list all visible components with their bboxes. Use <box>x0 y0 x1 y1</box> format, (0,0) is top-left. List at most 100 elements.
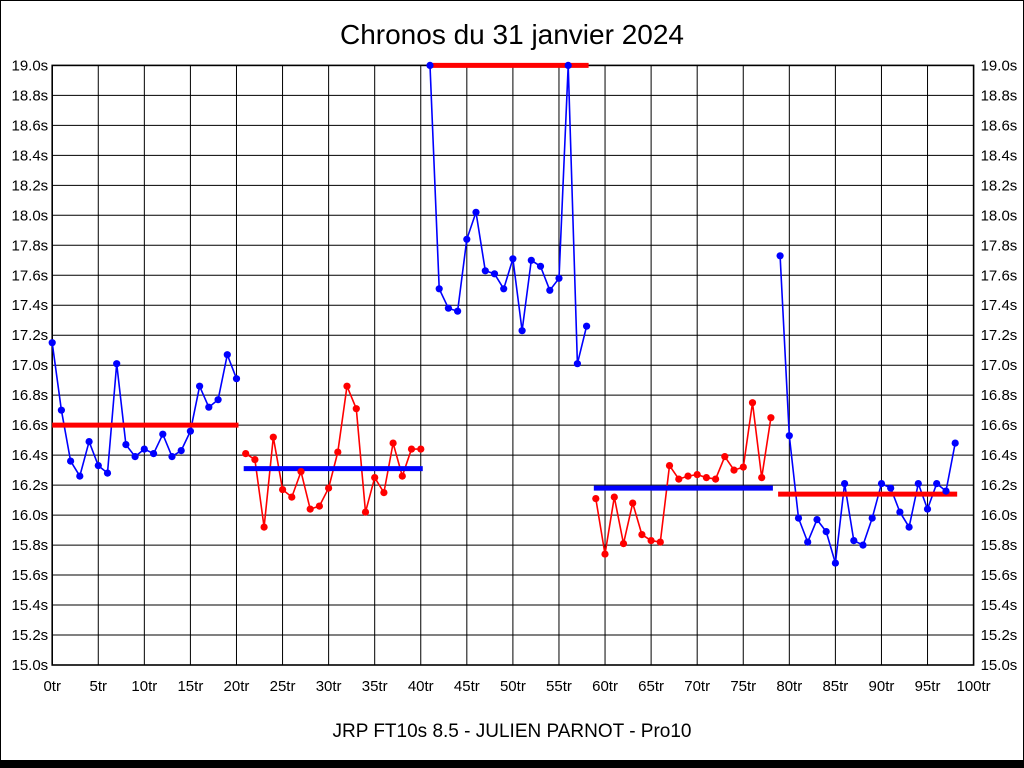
y-tick-label-left: 18.2s <box>11 177 48 194</box>
data-point <box>361 508 370 516</box>
data-point <box>592 495 600 503</box>
data-point <box>232 375 241 383</box>
y-tick-label-right: 16.4s <box>981 447 1018 464</box>
data-point <box>610 493 618 501</box>
data-point <box>205 403 213 411</box>
y-tick-label-left: 15.2s <box>11 627 48 644</box>
bottom-window-bar <box>1 760 1023 767</box>
y-tick-label-right: 15.0s <box>981 657 1018 674</box>
x-tick-label: 10tr <box>131 678 157 695</box>
data-point <box>675 475 683 483</box>
data-point <box>665 462 674 470</box>
data-point <box>850 537 858 545</box>
data-point <box>343 382 351 390</box>
x-tick-label: 15tr <box>177 678 203 695</box>
series-4-group <box>592 399 775 558</box>
data-point <box>859 541 867 549</box>
data-point <box>933 480 941 488</box>
data-point <box>684 472 692 480</box>
series-line <box>429 65 588 364</box>
data-point <box>573 360 582 368</box>
data-point <box>721 453 729 461</box>
y-tick-label-right: 18.4s <box>981 147 1018 164</box>
data-point <box>794 514 803 522</box>
y-tick-label-left: 18.8s <box>11 87 48 104</box>
data-point <box>352 405 360 413</box>
data-point <box>481 267 489 275</box>
x-tick-label: 85tr <box>822 678 848 695</box>
y-axis-labels-left: 19.0s 18.8s 18.6s 18.4s 18.2s 18.0s 17.8s 17.6s… <box>11 57 48 674</box>
data-point <box>758 474 766 482</box>
data-point <box>619 540 628 548</box>
data-point <box>444 304 452 312</box>
y-tick-label-left: 15.0s <box>11 657 48 674</box>
data-point <box>638 531 646 539</box>
y-tick-label-right: 17.6s <box>981 267 1018 284</box>
y-tick-label-right: 17.4s <box>981 297 1018 314</box>
series-3-group <box>426 61 591 368</box>
data-point <box>260 523 268 531</box>
data-point <box>601 550 609 558</box>
data-point <box>159 430 167 438</box>
data-point <box>288 493 296 501</box>
data-point <box>67 457 75 465</box>
y-tick-label-right: 19.0s <box>981 57 1018 74</box>
x-tick-label: 45tr <box>454 678 480 695</box>
series-2-group <box>242 382 425 531</box>
data-point <box>868 514 876 522</box>
x-tick-label: 90tr <box>869 678 895 695</box>
data-point <box>214 396 222 404</box>
x-tick-label: 20tr <box>224 678 250 695</box>
data-point <box>57 406 65 414</box>
data-point <box>426 61 434 69</box>
data-point <box>325 484 333 492</box>
y-tick-label-left: 16.0s <box>11 507 48 524</box>
data-point <box>94 462 102 470</box>
data-point <box>463 235 471 243</box>
data-point <box>334 448 342 456</box>
x-tick-label: 95tr <box>915 678 941 695</box>
data-point <box>896 508 904 516</box>
data-point <box>822 528 830 536</box>
data-point <box>887 484 895 492</box>
data-point <box>48 339 56 347</box>
x-tick-label: 0tr <box>43 678 61 695</box>
data-point <box>702 474 711 482</box>
data-point <box>279 486 287 494</box>
y-tick-label-right: 18.6s <box>981 117 1018 134</box>
y-tick-label-right: 15.2s <box>981 627 1018 644</box>
data-point <box>150 450 158 458</box>
data-point <box>712 475 720 483</box>
data-point <box>454 307 462 315</box>
y-tick-label-right: 18.2s <box>981 177 1018 194</box>
data-point <box>518 327 526 335</box>
gridlines <box>52 65 974 665</box>
y-tick-label-right: 18.8s <box>981 87 1018 104</box>
y-axis-labels-right: 19.0s 18.8s 18.6s 18.4s 18.2s 18.0s 17.8s 17.6s… <box>981 57 1018 674</box>
y-tick-label-left: 18.4s <box>11 147 48 164</box>
y-tick-label-right: 16.6s <box>981 417 1018 434</box>
data-point <box>509 255 517 263</box>
chart-title: Chronos du 31 janvier 2024 <box>339 19 684 50</box>
series-1-group <box>48 339 241 480</box>
data-point <box>389 439 397 447</box>
data-point <box>555 274 563 282</box>
x-tick-label: 75tr <box>730 678 756 695</box>
data-point <box>656 538 664 546</box>
series-5-group <box>776 252 959 567</box>
y-tick-label-right: 17.0s <box>981 357 1018 374</box>
data-point <box>951 439 959 447</box>
data-point <box>813 516 821 524</box>
data-point <box>269 433 277 441</box>
y-tick-label-right: 18.0s <box>981 207 1018 224</box>
series-line <box>779 255 956 564</box>
x-tick-label: 60tr <box>592 678 618 695</box>
data-point <box>647 537 655 545</box>
x-axis-labels: 0tr 5tr 10tr 15tr 20tr 25tr 30tr 35tr 40tr 45tr 50… <box>43 678 990 695</box>
y-tick-label-right: 16.2s <box>981 477 1018 494</box>
x-tick-label: 40tr <box>408 678 434 695</box>
data-point <box>103 469 112 477</box>
data-point <box>490 270 499 278</box>
